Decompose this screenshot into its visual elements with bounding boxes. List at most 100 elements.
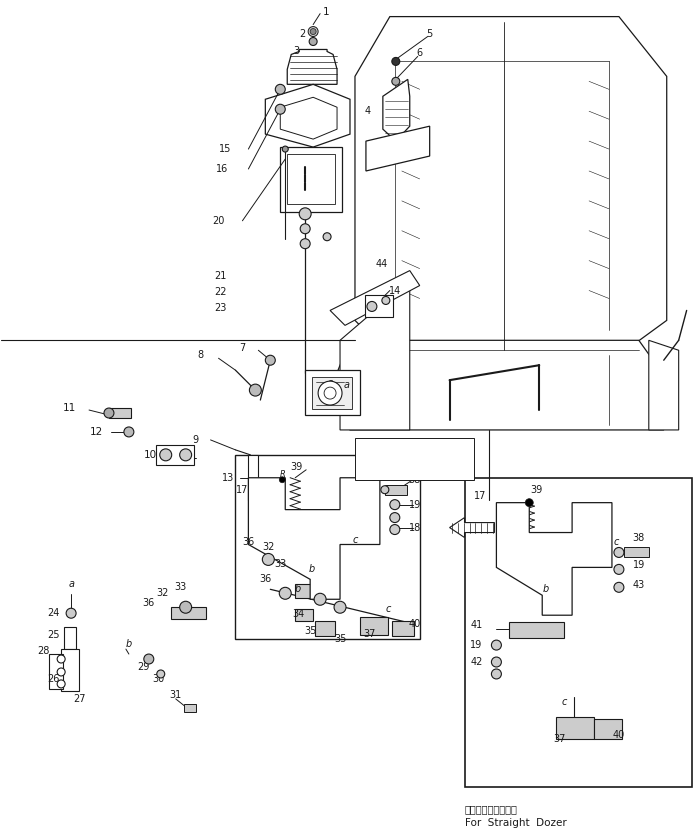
Bar — [385, 485, 406, 495]
Circle shape — [392, 58, 400, 65]
Circle shape — [525, 499, 533, 506]
Circle shape — [323, 233, 331, 241]
Text: 25: 25 — [47, 631, 59, 641]
Bar — [280, 147, 342, 212]
Bar — [295, 609, 313, 621]
Text: 4: 4 — [365, 106, 371, 116]
Text: 18: 18 — [409, 523, 421, 533]
Text: R: R — [279, 470, 285, 480]
Circle shape — [265, 355, 276, 365]
Circle shape — [308, 27, 318, 37]
Circle shape — [157, 670, 165, 678]
Circle shape — [283, 146, 288, 152]
Text: 44: 44 — [376, 259, 388, 269]
Text: ストレートドーザ用: ストレートドーザ用 — [464, 805, 517, 815]
Text: 1: 1 — [323, 7, 329, 17]
Circle shape — [310, 28, 316, 34]
Text: 2: 2 — [299, 28, 306, 38]
Bar — [315, 621, 335, 636]
Text: c: c — [613, 537, 619, 547]
Circle shape — [180, 601, 191, 613]
Text: 6: 6 — [417, 48, 422, 58]
Text: 37: 37 — [553, 734, 565, 744]
Text: 43: 43 — [633, 580, 645, 590]
Circle shape — [276, 104, 285, 114]
Text: For  Straight  Dozer: For Straight Dozer — [464, 818, 567, 828]
Circle shape — [57, 680, 65, 688]
Circle shape — [392, 78, 400, 85]
Text: 17: 17 — [474, 490, 487, 500]
Circle shape — [309, 38, 317, 46]
Circle shape — [66, 608, 76, 618]
Bar — [305, 370, 360, 415]
Polygon shape — [496, 503, 612, 615]
Circle shape — [390, 500, 400, 510]
Text: 14: 14 — [388, 285, 401, 295]
Text: 17: 17 — [236, 485, 248, 495]
Text: 23: 23 — [214, 304, 227, 314]
Circle shape — [314, 593, 326, 605]
Polygon shape — [248, 455, 276, 500]
Bar — [184, 704, 196, 711]
Text: c: c — [385, 604, 390, 614]
Text: 33: 33 — [274, 560, 286, 570]
Bar — [365, 295, 393, 318]
Circle shape — [262, 554, 274, 565]
Circle shape — [276, 84, 285, 94]
Circle shape — [299, 208, 311, 220]
Polygon shape — [330, 270, 420, 325]
Circle shape — [390, 513, 400, 523]
Text: 21: 21 — [214, 270, 227, 280]
Circle shape — [160, 449, 172, 461]
Text: See Fig. 6703: See Fig. 6703 — [384, 460, 445, 470]
Circle shape — [367, 301, 377, 311]
Polygon shape — [248, 478, 380, 600]
Circle shape — [491, 669, 501, 679]
Text: 19: 19 — [470, 640, 482, 650]
Text: 38: 38 — [409, 475, 421, 485]
Text: 19: 19 — [633, 560, 645, 570]
Text: 38: 38 — [633, 533, 645, 543]
Circle shape — [324, 387, 336, 399]
Bar — [355, 438, 475, 480]
Text: 13: 13 — [222, 473, 235, 483]
Circle shape — [249, 384, 261, 396]
Circle shape — [381, 485, 389, 494]
Text: 28: 28 — [37, 646, 49, 656]
Circle shape — [180, 449, 191, 461]
Text: c: c — [370, 473, 376, 483]
Circle shape — [390, 525, 400, 535]
Text: 24: 24 — [47, 608, 59, 618]
Text: 15: 15 — [219, 144, 232, 154]
Circle shape — [279, 587, 291, 600]
Text: 8: 8 — [198, 350, 204, 360]
Text: 3: 3 — [293, 47, 299, 57]
Text: 第５７０３図参照: 第５７０３図参照 — [395, 446, 435, 455]
Text: 27: 27 — [73, 694, 86, 704]
Bar — [49, 654, 63, 689]
Polygon shape — [355, 17, 667, 355]
Bar — [312, 377, 352, 409]
Text: c: c — [352, 535, 358, 545]
Text: 29: 29 — [138, 662, 150, 672]
Polygon shape — [330, 340, 664, 430]
Bar — [464, 478, 692, 786]
Bar — [509, 622, 564, 638]
Text: 34: 34 — [292, 609, 304, 619]
Circle shape — [124, 427, 134, 437]
Text: 26: 26 — [47, 674, 59, 684]
Text: 22: 22 — [214, 288, 227, 298]
Text: 40: 40 — [409, 619, 421, 629]
Text: c: c — [562, 697, 567, 707]
Circle shape — [318, 381, 342, 405]
Text: 35: 35 — [304, 626, 317, 636]
Polygon shape — [340, 280, 410, 430]
Circle shape — [491, 657, 501, 667]
Text: 39: 39 — [530, 485, 542, 495]
Circle shape — [57, 668, 65, 676]
Circle shape — [382, 296, 390, 304]
Bar — [295, 585, 320, 598]
Circle shape — [614, 547, 624, 557]
Text: 41: 41 — [470, 620, 482, 631]
Circle shape — [614, 565, 624, 575]
